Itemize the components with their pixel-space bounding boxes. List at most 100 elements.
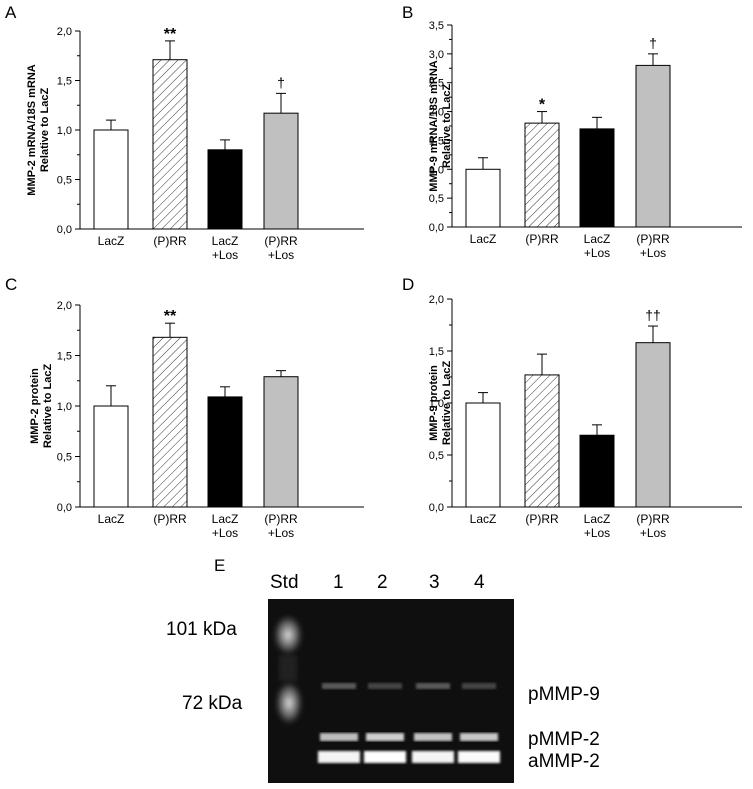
category-label-3: LacZ [212, 234, 239, 248]
category-label-1: LacZ [98, 512, 125, 526]
bar-3 [207, 149, 243, 230]
y-axis-label-line: Relative to LacZ [42, 364, 54, 449]
significance-marker-2: ** [164, 26, 177, 43]
category-label-3: +Los [212, 526, 238, 540]
bar-4 [635, 342, 671, 508]
band-label-pmmp2: pMMP-2 [528, 729, 600, 750]
bar-2 [524, 374, 560, 508]
y-tick-label: 0,5 [57, 452, 72, 464]
band-label-pmmp9: pMMP-9 [528, 684, 600, 705]
y-tick-label: 1,0 [57, 125, 72, 137]
category-label-4: (P)RR [264, 512, 298, 526]
band-pmmp2-lane2 [366, 733, 404, 741]
y-tick-label: 2,0 [57, 26, 72, 38]
bar-3 [207, 396, 243, 508]
band-ammp2-lane4 [458, 751, 500, 763]
category-label-2: (P)RR [153, 234, 187, 248]
y-tick-label: 2,0 [429, 294, 444, 306]
category-label-1: LacZ [470, 512, 497, 526]
bar-1 [465, 402, 501, 508]
band-pmmp9-lane4 [462, 683, 496, 689]
y-tick-label: 0,0 [429, 222, 444, 234]
y-tick-label: 0,0 [429, 502, 444, 514]
zymography-panel: E Std 1 2 3 4 101 kDa 72 kDa pMMP-9 [0, 555, 753, 784]
band-pmmp9-lane1 [322, 683, 356, 689]
y-tick-label: 2,5 [429, 78, 444, 90]
y-axis-label: MMP-9 proteinRelative to LacZ [428, 361, 453, 446]
std-smear [279, 655, 297, 681]
category-label-4: +Los [640, 526, 666, 540]
lane-label-4: 4 [474, 572, 485, 593]
bar-1 [465, 168, 501, 228]
panel-letter-c: C [5, 275, 17, 294]
bar-2 [524, 122, 560, 228]
y-tick-label: 0,5 [57, 175, 72, 187]
category-label-3: +Los [584, 526, 610, 540]
chart-panel-a: A 0,0 0,5 1,0 1,5 2,0 MMP-2 mRNA/18S mRNARelat… [5, 3, 364, 262]
y-axis-label-line: Relative to LacZ [441, 361, 453, 446]
band-ammp2-lane3 [412, 751, 454, 763]
y-tick-label: 0,5 [429, 193, 444, 205]
category-label-2: (P)RR [525, 512, 559, 526]
bar-4 [263, 112, 299, 230]
category-label-3: +Los [584, 246, 610, 260]
lane-label-std: Std [270, 572, 299, 593]
marker-label-101kda: 101 kDa [166, 619, 237, 640]
category-label-4: +Los [268, 526, 294, 540]
panel-letter-d: D [402, 275, 414, 294]
panel-letter-a: A [5, 3, 17, 22]
y-tick-label: 1,0 [57, 401, 72, 413]
bar-4 [263, 376, 299, 508]
y-tick-label: 0,5 [429, 450, 444, 462]
bar-3 [579, 128, 615, 228]
lane-label-2: 2 [377, 572, 388, 593]
marker-label-72kda: 72 kDa [182, 693, 243, 714]
category-label-3: LacZ [212, 512, 239, 526]
category-label-4: +Los [268, 248, 294, 262]
category-label-1: LacZ [470, 232, 497, 246]
y-tick-label: 1,5 [57, 351, 72, 363]
band-ammp2-lane1 [318, 751, 360, 763]
category-label-4: +Los [640, 246, 666, 260]
y-axis-label-line: MMP-9 mRNA/18S mRNA [428, 60, 440, 191]
bar-4 [635, 64, 671, 228]
category-label-4: (P)RR [636, 232, 670, 246]
band-pmmp9-lane3 [416, 683, 450, 689]
band-ammp2-lane2 [364, 751, 406, 763]
significance-marker-2: * [539, 97, 546, 114]
panel-letter-b: B [402, 3, 413, 22]
band-pmmp2-lane4 [460, 733, 498, 741]
bar-1 [93, 129, 129, 230]
y-axis-label: MMP-2 mRNA/18S mRNARelative to LacZ [26, 64, 51, 195]
category-label-3: +Los [212, 248, 238, 262]
std-band-72kda [274, 679, 304, 727]
band-label-ammp2: aMMP-2 [528, 751, 600, 772]
y-axis-label: MMP-2 proteinRelative to LacZ [29, 364, 54, 449]
bar-2 [152, 336, 188, 508]
category-label-1: LacZ [98, 234, 125, 248]
significance-marker-4: †† [645, 307, 661, 323]
chart-panel-c: C 0,0 0,5 1,0 1,5 2,0 MMP-2 proteinRelative to… [5, 275, 364, 540]
category-label-4: (P)RR [636, 512, 670, 526]
y-axis-label-line: MMP-2 mRNA/18S mRNA [26, 64, 38, 195]
significance-marker-4: † [277, 74, 285, 90]
lane-label-1: 1 [333, 572, 344, 593]
y-tick-label: 1,0 [429, 398, 444, 410]
category-label-3: LacZ [584, 512, 611, 526]
lane-label-3: 3 [429, 572, 440, 593]
y-tick-label: 3,5 [429, 20, 444, 32]
y-axis-label: MMP-9 mRNA/18S mRNARelative to LacZ [428, 60, 453, 191]
category-label-3: LacZ [584, 232, 611, 246]
band-pmmp9-lane2 [368, 683, 402, 689]
y-tick-label: 2,0 [57, 300, 72, 312]
bar-1 [93, 405, 129, 508]
panel-letter-e: E [214, 556, 225, 575]
category-label-2: (P)RR [525, 232, 559, 246]
category-label-4: (P)RR [264, 234, 298, 248]
y-tick-label: 0,0 [57, 502, 72, 514]
y-tick-label: 1,5 [429, 135, 444, 147]
y-axis-label-line: MMP-9 protein [428, 365, 440, 441]
bar-2 [152, 59, 188, 230]
y-tick-label: 1,5 [429, 346, 444, 358]
